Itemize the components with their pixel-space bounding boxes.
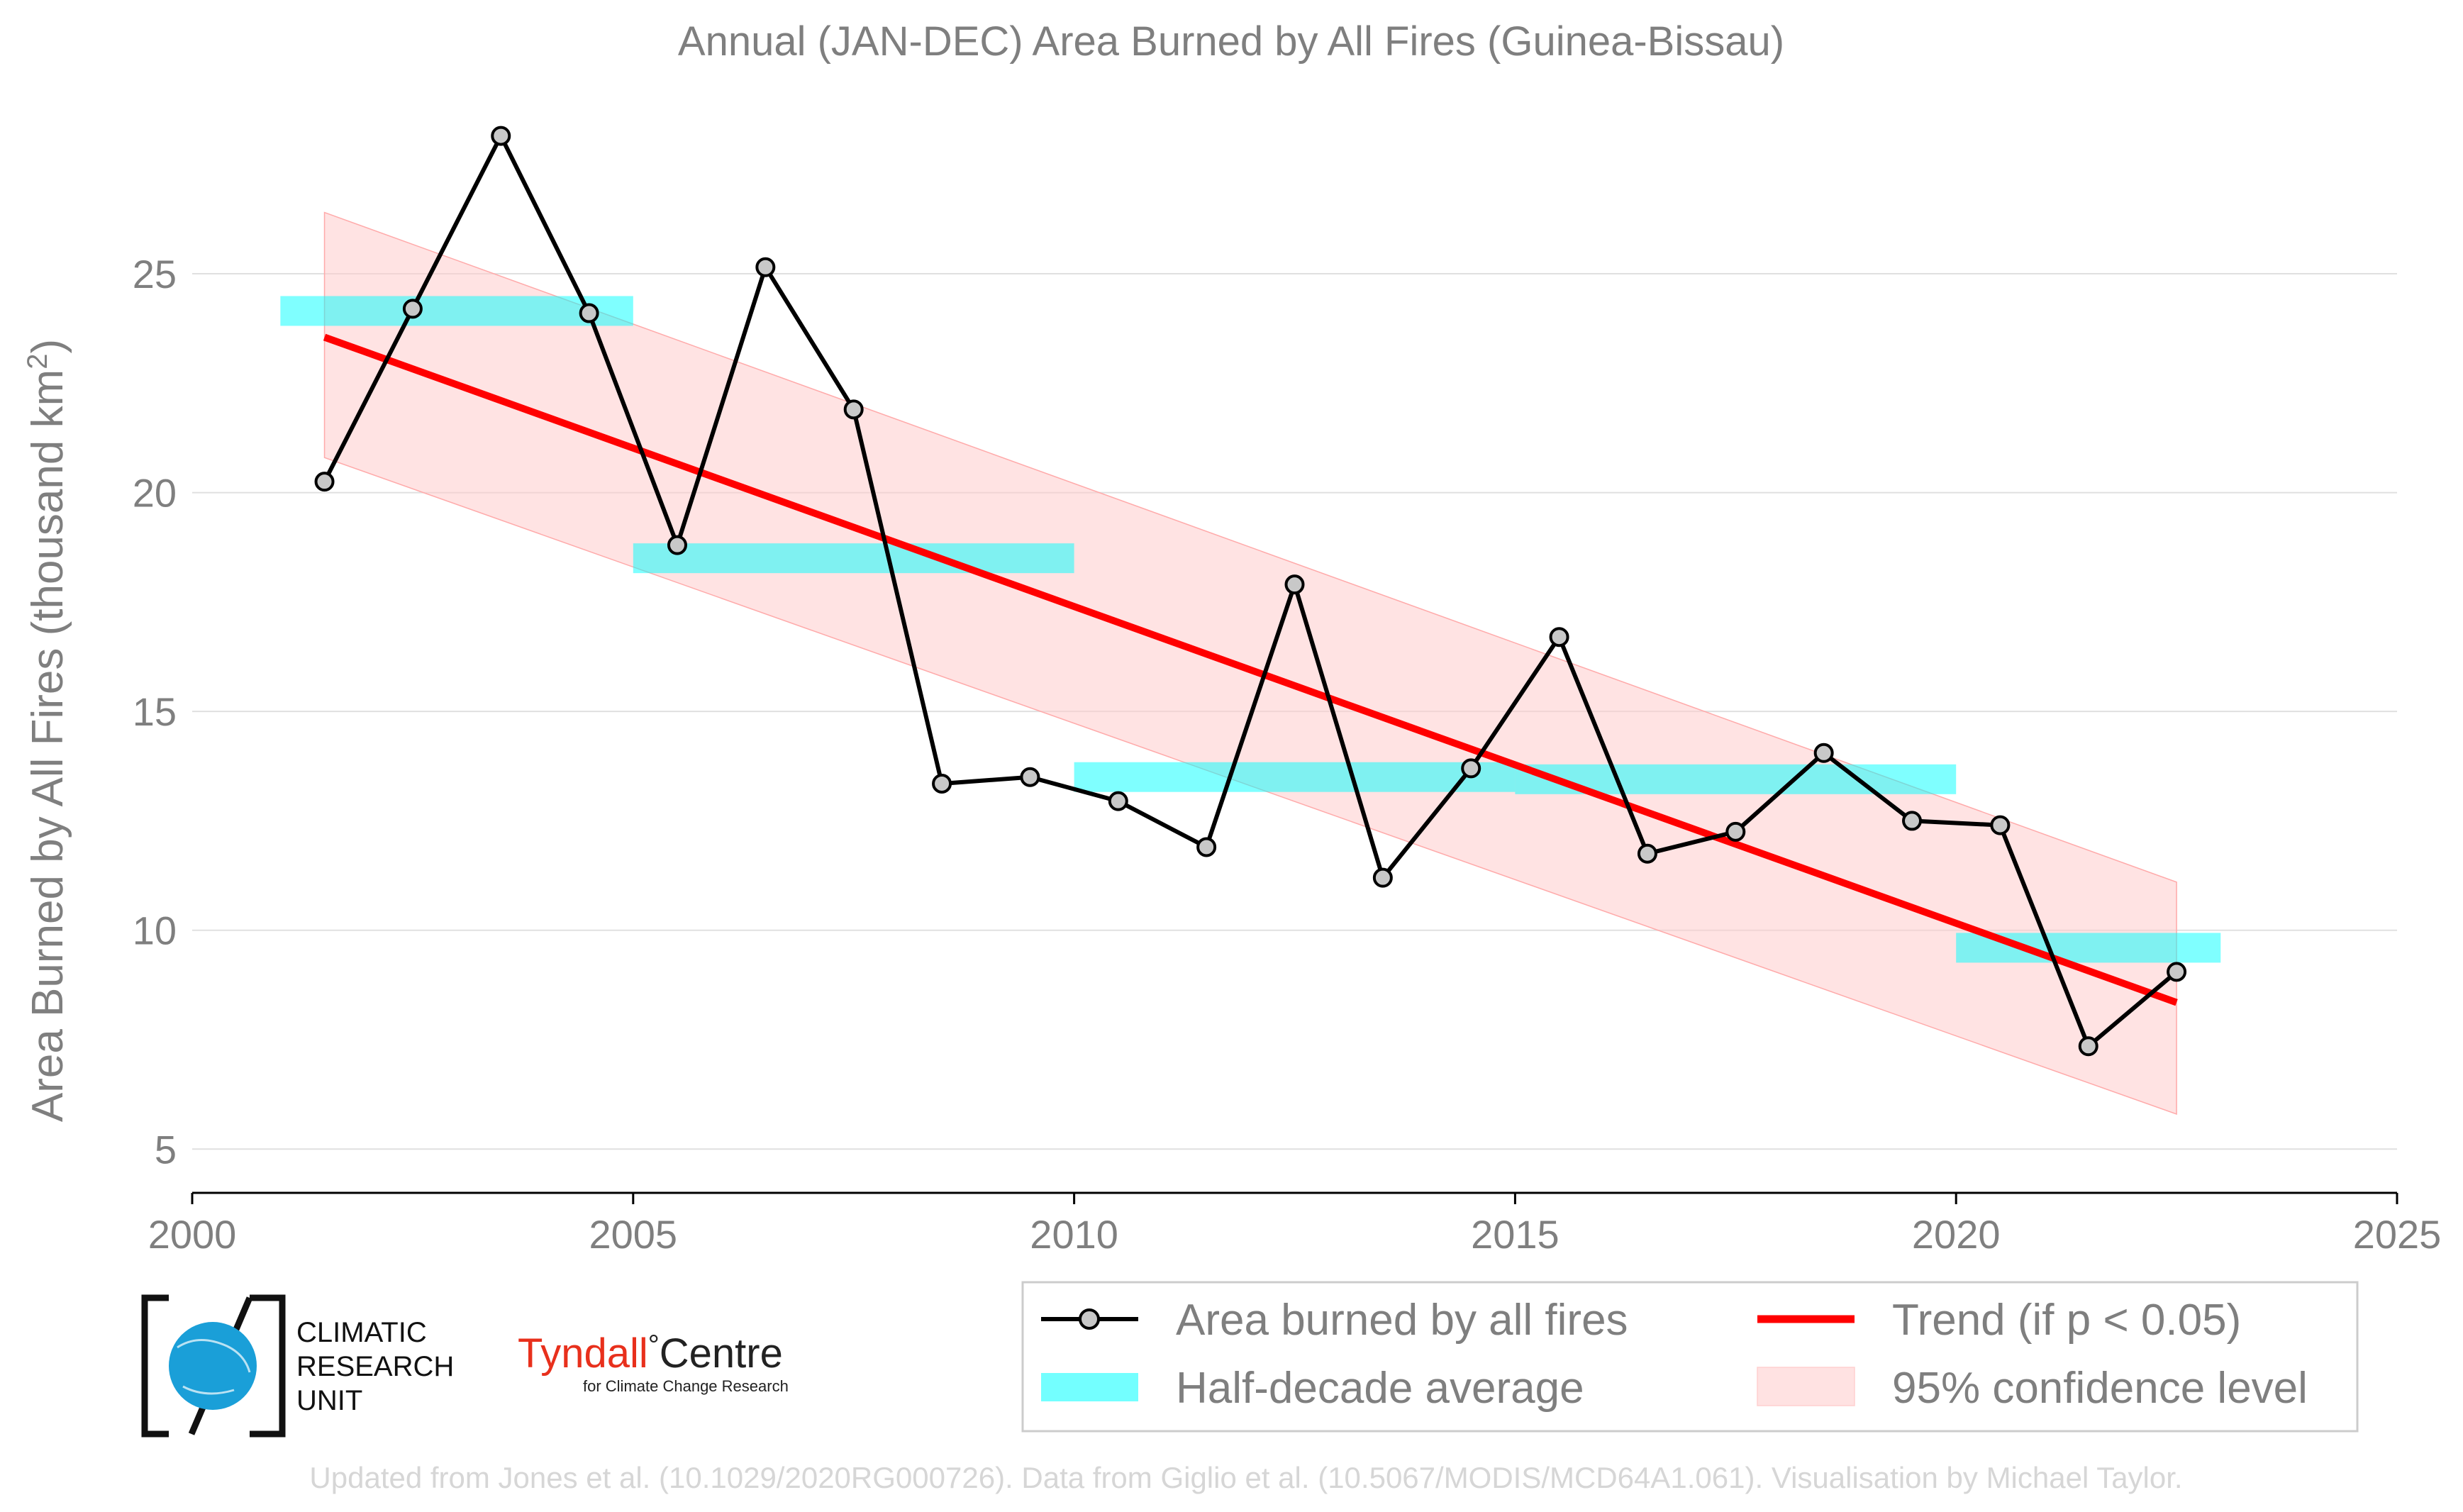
half-decade-layer	[280, 296, 2221, 963]
cru-logo: CLIMATIC RESEARCH UNIT	[141, 1294, 454, 1438]
cru-globe-icon	[169, 1322, 257, 1410]
x-tick-label-2020: 2020	[1912, 1212, 2001, 1257]
half-decade-bar-0	[280, 296, 633, 326]
legend-label-area-burned: Area burned by all fires	[1176, 1296, 1628, 1345]
y-tick-label-15: 15	[133, 689, 177, 734]
legend-swatch-half-decade	[1041, 1373, 1138, 1401]
trend-layer	[323, 333, 2178, 1006]
series-line-area-burned	[322, 133, 2179, 1049]
confidence-band-layer	[323, 211, 2177, 1115]
legend: Area burned by all fires Half-decade ave…	[1021, 1281, 2359, 1433]
cru-logo-line-1: CLIMATIC	[296, 1317, 427, 1348]
cru-globe-land-outline	[177, 1339, 251, 1373]
cru-logo-line-3: UNIT	[296, 1385, 362, 1416]
y-tick-labels: 5 10 15 20 25	[133, 252, 177, 1172]
y-axis-label-main: Area Burned by All Fires (thousand km	[23, 369, 72, 1122]
data-point-8	[1020, 767, 1040, 787]
data-point-7	[932, 773, 952, 794]
data-point-1	[402, 299, 423, 319]
cru-logo-line-2: RESEARCH	[296, 1351, 454, 1382]
y-tick-label-25: 25	[133, 252, 177, 296]
y-axis-label-superscript: 2	[22, 354, 53, 369]
trend-line	[323, 333, 2178, 1006]
credit-line: Updated from Jones et al. (10.1029/2020R…	[309, 1461, 2182, 1494]
data-point-0	[314, 472, 335, 492]
data-point-13	[1461, 758, 1481, 779]
x-tick-label-2000: 2000	[148, 1212, 237, 1257]
tyndall-logo-subtitle: for Climate Change Research	[583, 1377, 789, 1395]
y-tick-label-5: 5	[155, 1127, 177, 1172]
half-decade-bar-2	[1074, 762, 1516, 792]
data-point-18	[1902, 811, 1923, 831]
data-point-20	[2078, 1036, 2098, 1057]
y-axis-label-close: )	[23, 339, 72, 354]
tyndall-logo-centre: Centre	[660, 1330, 783, 1377]
tyndall-logo-degree: °	[648, 1330, 660, 1361]
confidence-band	[323, 211, 2177, 1115]
data-point-15	[1637, 843, 1657, 864]
legend-label-half-decade: Half-decade average	[1176, 1364, 1584, 1413]
data-point-17	[1813, 743, 1834, 763]
legend-swatch-confidence	[1757, 1367, 1855, 1406]
tyndall-logo: Tyndall°Centre for Climate Change Resear…	[518, 1330, 789, 1395]
data-point-12	[1372, 867, 1393, 888]
legend-label-trend: Trend (if p < 0.05)	[1892, 1296, 2241, 1345]
data-point-14	[1549, 627, 1569, 647]
x-tick-label-2010: 2010	[1030, 1212, 1118, 1257]
data-point-3	[579, 303, 599, 323]
series-layer	[314, 126, 2187, 1057]
data-point-21	[2167, 962, 2187, 982]
data-point-9	[1108, 791, 1128, 811]
x-tick-label-2005: 2005	[589, 1212, 678, 1257]
legend-label-confidence: 95% confidence level	[1892, 1364, 2308, 1413]
data-point-19	[1990, 815, 2011, 835]
data-point-2	[491, 126, 511, 146]
cru-logo-left-bracket	[141, 1294, 169, 1438]
tyndall-logo-main: Tyndall	[518, 1330, 648, 1377]
cru-logo-right-bracket	[250, 1294, 286, 1438]
x-tick-label-2025: 2025	[2353, 1212, 2442, 1257]
x-tick-label-2015: 2015	[1471, 1212, 1559, 1257]
data-point-5	[755, 257, 776, 277]
y-axis-label: Area Burned by All Fires (thousand km2)	[22, 339, 72, 1122]
legend-marker-swatch	[1079, 1308, 1100, 1330]
chart-title: Annual (JAN-DEC) Area Burned by All Fire…	[678, 18, 1784, 65]
cru-globe-land-outline-2	[182, 1385, 235, 1395]
half-decade-bar-1	[633, 543, 1074, 574]
x-axis: 2000 2005 2010 2015 2020 2025	[148, 1191, 2442, 1257]
y-tick-label-20: 20	[133, 471, 177, 516]
legend-box	[1021, 1281, 2359, 1433]
data-point-6	[843, 399, 864, 420]
y-tick-label-10: 10	[133, 908, 177, 953]
data-point-16	[1725, 821, 1746, 842]
data-point-4	[667, 535, 687, 555]
data-point-10	[1196, 837, 1217, 857]
tyndall-logo-wordmark: Tyndall°Centre	[518, 1330, 783, 1377]
data-point-11	[1284, 574, 1305, 595]
